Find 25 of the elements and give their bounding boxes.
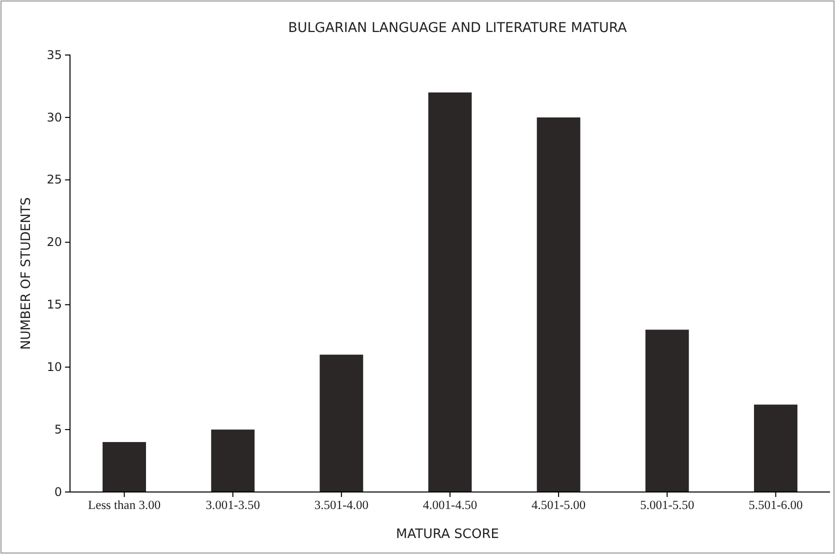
x-tick-label: 5.501-6.00 [748,498,803,512]
y-axis-title: NUMBER OF STUDENTS [19,197,34,350]
y-tick-label: 20 [46,235,62,250]
bar [536,117,580,492]
y-tick-label: 10 [46,360,62,374]
bar [645,330,689,492]
x-tick-label: 3.501-4.00 [314,498,369,512]
x-tick-label: 5.001-5.50 [640,498,694,512]
y-tick-label: 15 [46,298,62,312]
chart-title: BULGARIAN LANGUAGE AND LITERATURE MATURA [288,20,628,36]
bar [211,430,255,492]
y-tick-label: 5 [54,422,62,436]
bar [754,404,798,492]
x-axis-title: MATURA SCORE [396,527,499,542]
x-tick-label: Less than 3.00 [88,498,161,512]
bar [428,92,472,492]
bar [320,354,364,492]
y-tick-label: 25 [46,172,62,187]
x-tick-label: 4.001-4.50 [422,498,478,512]
bar [102,442,146,492]
y-tick-label: 30 [46,110,62,124]
x-tick-label: 3.001-3.50 [206,498,260,512]
y-tick-label: 0 [54,484,62,499]
x-tick-label: 4.501-5.00 [531,498,586,512]
y-tick-label: 35 [46,48,62,62]
